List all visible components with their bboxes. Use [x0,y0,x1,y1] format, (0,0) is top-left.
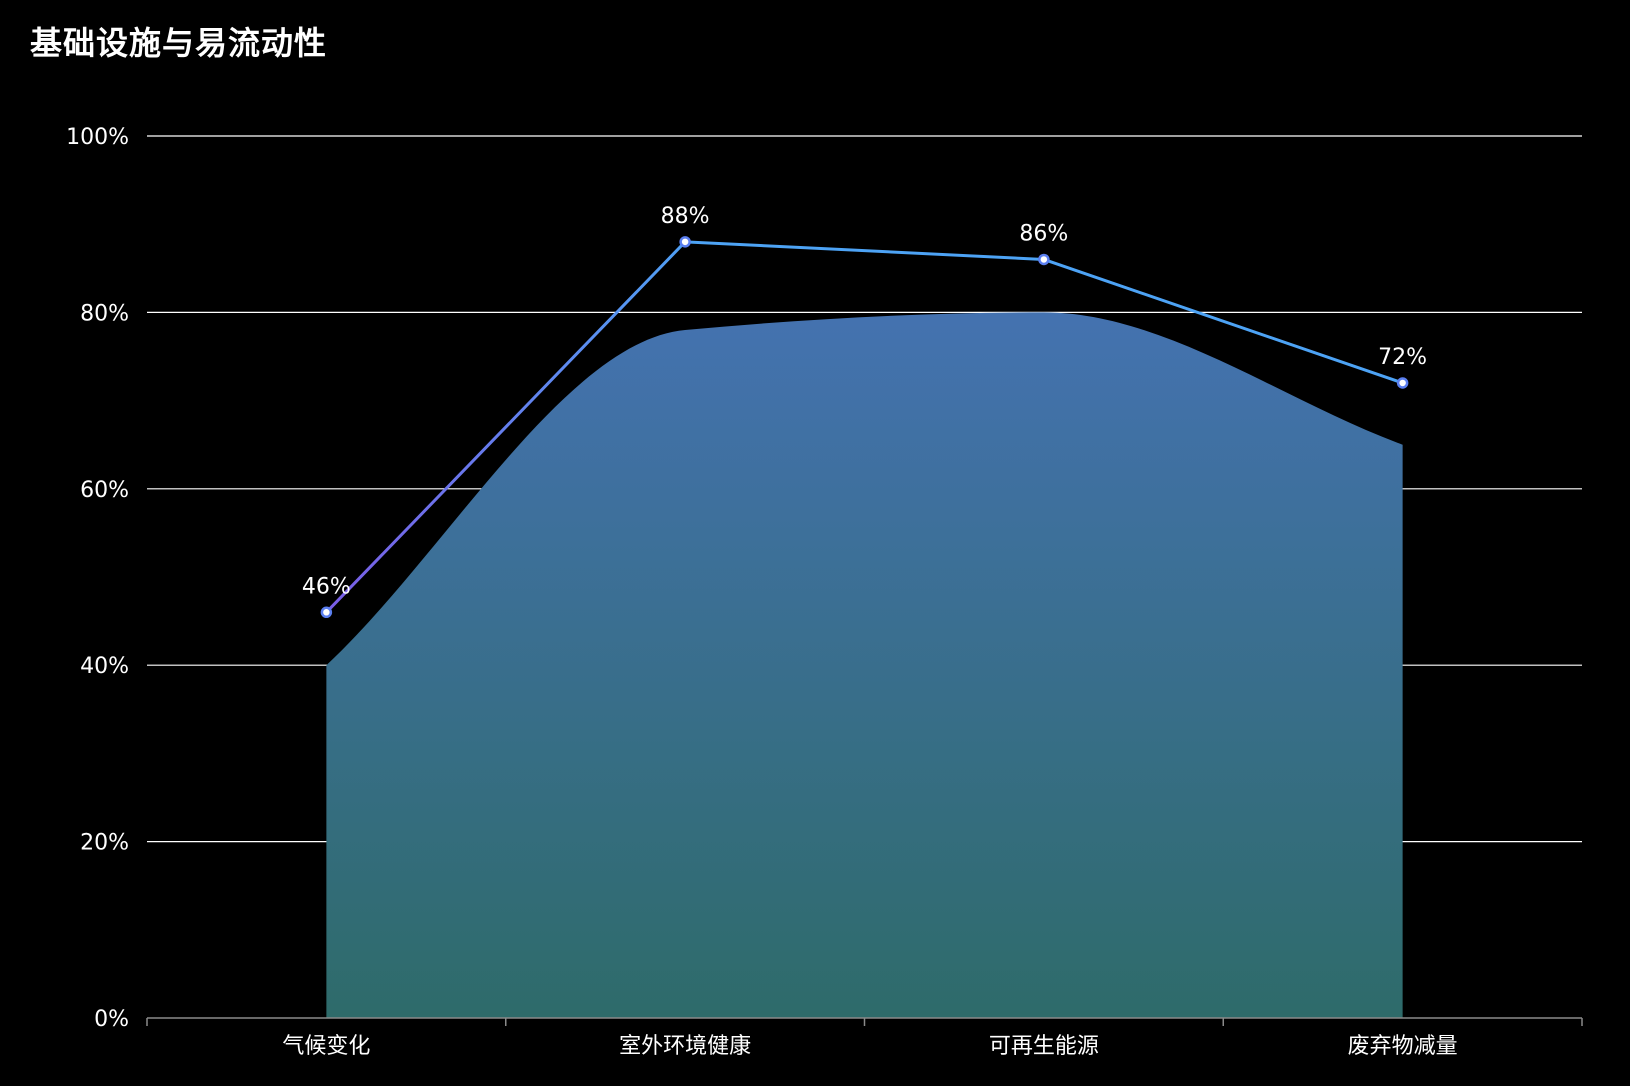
line-segment [1043,258,1404,385]
line-point [1396,377,1409,389]
x-axis: 气候变化 室外环境健康 可再生能源 废弃物减量 [146,1017,1583,1059]
data-label: 86% [1019,221,1068,246]
y-tick-label: 40% [80,654,129,679]
line-point [679,236,691,248]
y-tick-label: 100% [66,125,129,150]
chart-title: 基础设施与易流动性 [30,24,328,62]
line-point [320,606,333,619]
line-segment [685,240,1044,261]
data-label: 46% [302,574,351,599]
data-label: 88% [661,204,710,229]
line-point [1038,253,1050,266]
line-layer [320,236,1409,619]
area-layer [326,312,1403,1018]
x-tick-label: 废弃物减量 [1348,1034,1458,1059]
y-tick-label: 80% [80,301,129,326]
y-tick-label: 60% [80,478,129,503]
x-tick-label: 室外环境健康 [619,1034,751,1059]
y-tick-label: 0% [94,1007,129,1032]
area-series [326,312,1403,1018]
x-tick-label: 可再生能源 [989,1034,1099,1059]
data-label: 72% [1378,345,1427,370]
y-tick-label: 20% [80,831,129,856]
label-layer: 46% 88% 86% 72% [302,204,1427,599]
x-tick-label: 气候变化 [282,1034,370,1059]
line-segment [325,240,687,614]
